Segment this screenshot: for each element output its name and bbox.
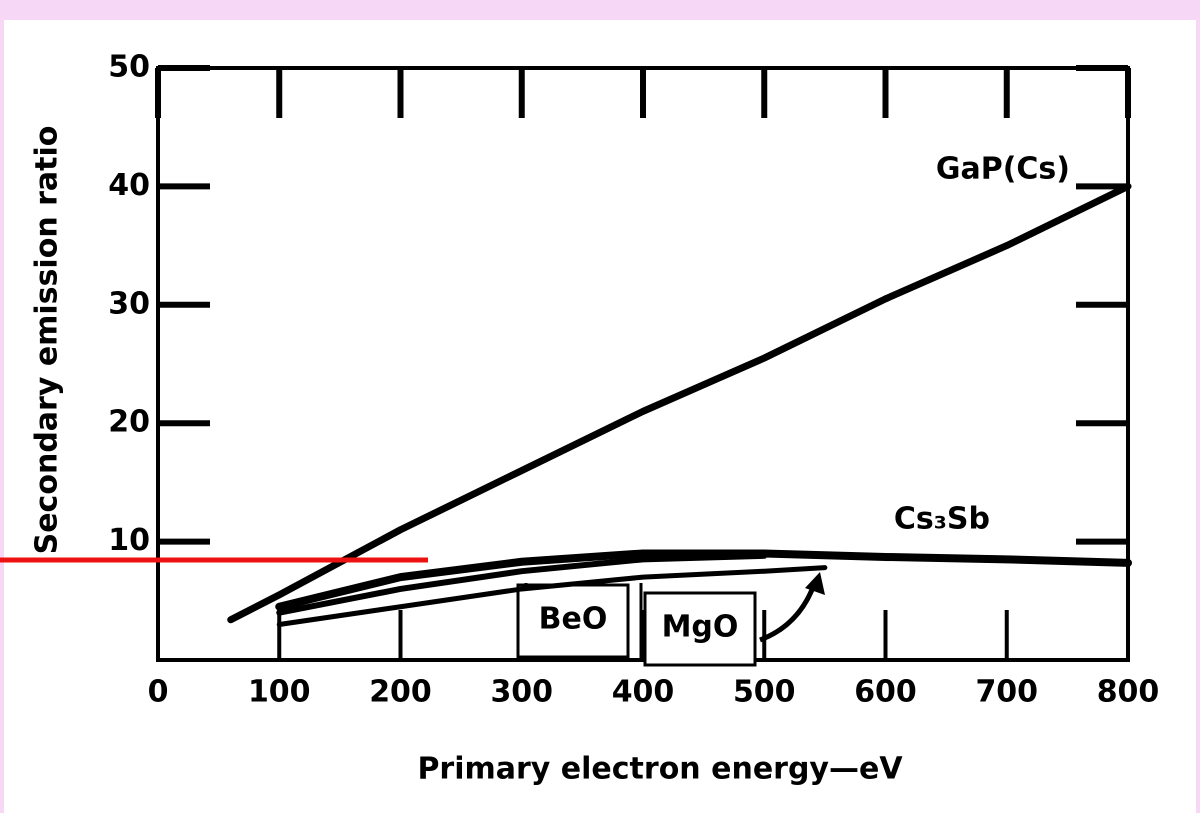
series-line bbox=[276, 565, 828, 627]
y-tick-label: 30 bbox=[108, 286, 150, 321]
x-tick-label: 600 bbox=[854, 675, 917, 710]
arrow-head bbox=[805, 572, 825, 595]
left-border bbox=[0, 0, 4, 813]
x-axis-label: Primary electron energy—eV bbox=[417, 752, 903, 787]
x-tick-label: 500 bbox=[733, 675, 796, 710]
series-label: Cs₃Sb bbox=[894, 502, 990, 537]
series-label: MgO bbox=[662, 610, 739, 645]
label-box bbox=[643, 591, 757, 667]
x-tick-label: 400 bbox=[612, 675, 675, 710]
y-tick-label: 10 bbox=[108, 523, 150, 558]
arrow bbox=[759, 581, 818, 643]
y-tick-label: 20 bbox=[108, 405, 150, 440]
label-box bbox=[516, 583, 630, 659]
right-border bbox=[1196, 0, 1200, 813]
y-tick-label: 40 bbox=[108, 168, 150, 203]
y-axis-label: Secondary emission ratio bbox=[30, 126, 65, 555]
series-line bbox=[276, 552, 768, 616]
series-line bbox=[275, 549, 1132, 611]
x-tick-label: 300 bbox=[490, 675, 553, 710]
x-tick-label: 200 bbox=[369, 675, 432, 710]
x-tick-label: 700 bbox=[975, 675, 1038, 710]
series-label: GaP(Cs) bbox=[936, 152, 1070, 187]
x-tick-label: 0 bbox=[148, 675, 169, 710]
x-tick-label: 100 bbox=[248, 675, 311, 710]
y-tick-label: 50 bbox=[108, 50, 150, 85]
top-border bbox=[0, 0, 1200, 20]
x-tick-label: 800 bbox=[1097, 675, 1160, 710]
series-line bbox=[227, 182, 1132, 624]
series-label: BeO bbox=[539, 602, 608, 637]
